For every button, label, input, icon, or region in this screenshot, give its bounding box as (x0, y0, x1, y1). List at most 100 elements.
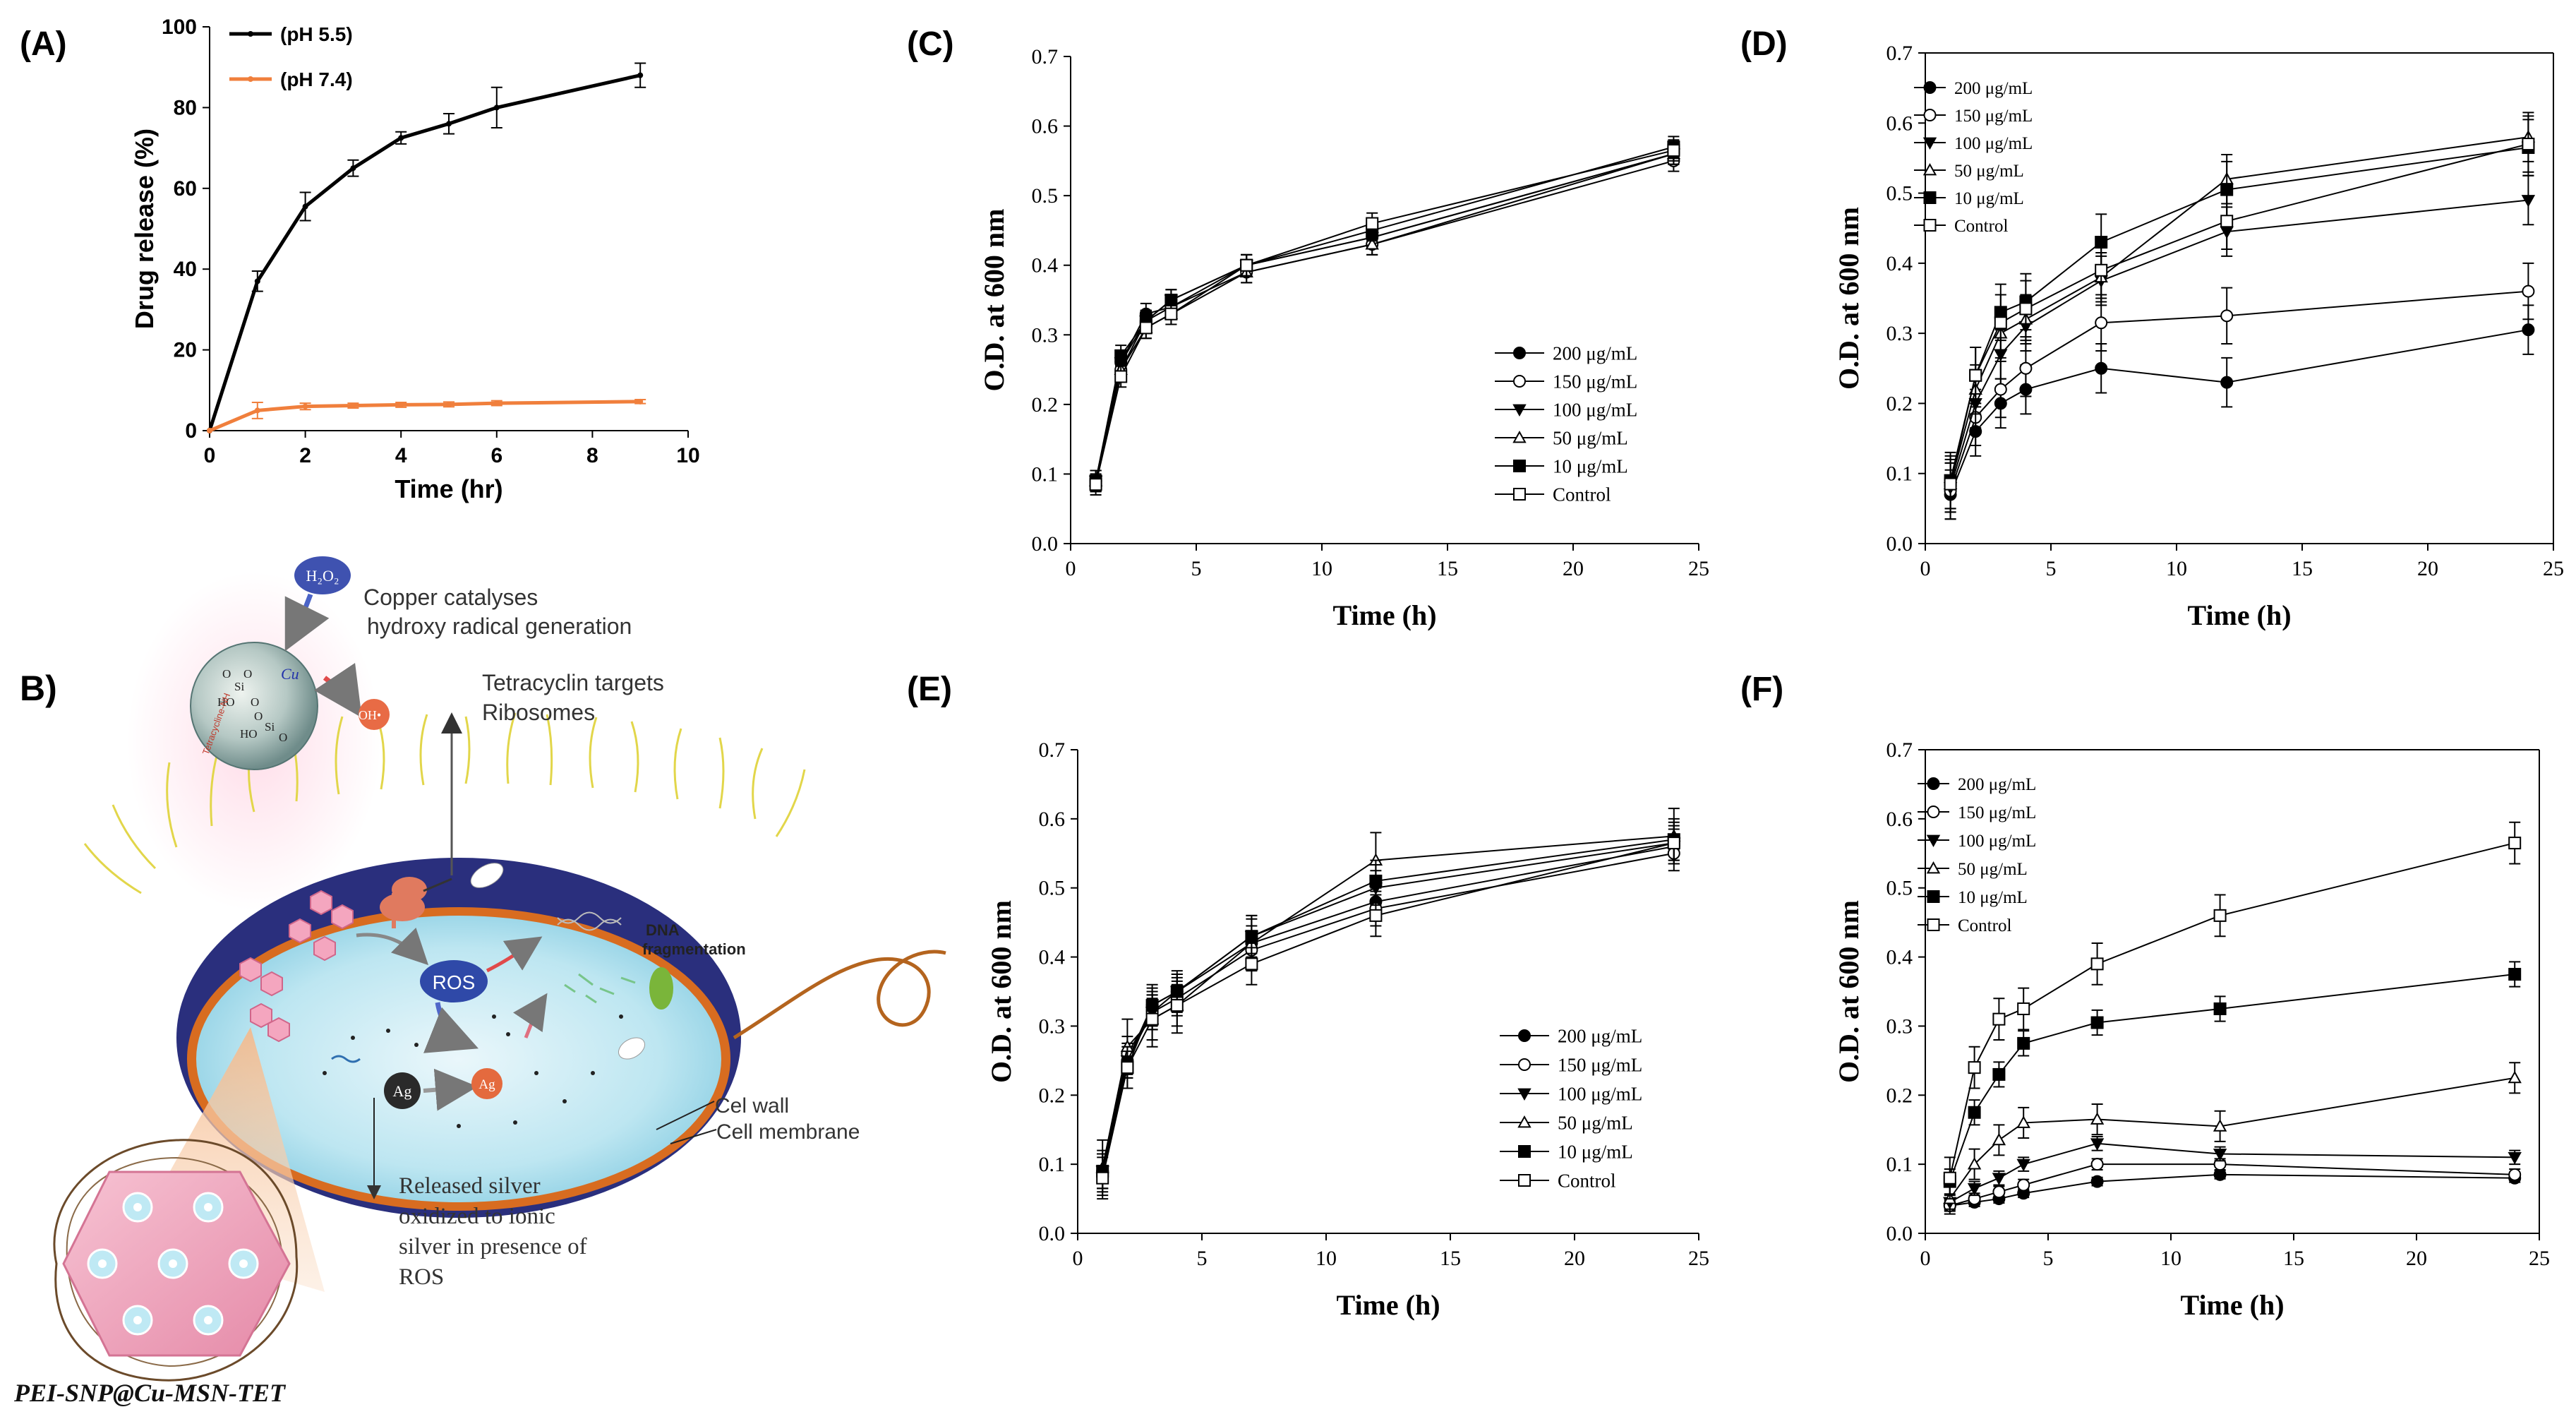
legend-label: 100 μg/mL (1958, 832, 2036, 851)
legend-marker (1923, 81, 1937, 94)
x-tick-label: 4 (395, 444, 407, 467)
data-point (2220, 215, 2234, 228)
panel-f-chart: (F) 0 5 10 15 20 25 0.0 0.1 0.2 0.3 0.4 0.5 0.6 0.7 Tim… (1740, 671, 2550, 1321)
y-tick-label: 100 (162, 16, 197, 39)
series-line (1949, 1163, 2515, 1207)
legend-marker (1923, 191, 1937, 204)
series-line (1949, 1142, 2515, 1203)
y-tick-label: 0.3 (1032, 323, 1059, 347)
data-point (302, 403, 308, 409)
data-point (1967, 1157, 1982, 1170)
released-text-4: ROS (399, 1264, 444, 1290)
data-point (2213, 909, 2227, 922)
y-tick-label: 0.0 (1032, 532, 1059, 556)
y-tick-label: 0.0 (1039, 1222, 1066, 1245)
oh-label: OH• (359, 708, 381, 722)
legend-marker (1513, 347, 1526, 359)
ros-label: ROS (433, 971, 476, 993)
data-point (1170, 999, 1184, 1012)
cell-membrane-label: Cell membrane (716, 1120, 860, 1144)
x-tick-label: 10 (2166, 557, 2187, 580)
data-point (2016, 1158, 2030, 1172)
data-point (2508, 1168, 2522, 1181)
legend-marker (248, 31, 253, 37)
svg-text:O: O (243, 667, 252, 681)
legend-marker (1518, 1145, 1531, 1158)
ag-dark-label: Ag (393, 1082, 412, 1100)
data-point (2019, 361, 2033, 375)
y-tick-label: 0.7 (1039, 738, 1066, 762)
data-point (1240, 258, 1253, 272)
series-line (1949, 974, 2515, 1182)
y-tick-label: 0.7 (1886, 738, 1913, 762)
ion-dots (323, 1014, 623, 1128)
released-text-3: silver in presence of (399, 1234, 587, 1259)
data-point (302, 203, 308, 210)
released-text-2: oxidized to ionic (399, 1204, 555, 1229)
legend-label: 50 μg/mL (1553, 427, 1628, 448)
x-tick-label: 0 (1920, 1247, 1931, 1270)
series-line (1949, 147, 2529, 481)
series-line (207, 73, 641, 431)
cell-wall-label: Cel wall (715, 1094, 789, 1118)
data-point (2213, 1119, 2227, 1132)
legend-marker (1513, 460, 1526, 472)
x-tick-label: 5 (1197, 1247, 1208, 1270)
data-point (1992, 1012, 2006, 1026)
legend-marker (1926, 834, 1941, 848)
x-tick-label: 5 (1191, 557, 1202, 580)
dna-text-2: fragmentation (642, 940, 746, 958)
data-point (1121, 1061, 1134, 1074)
legend-marker (1927, 890, 1940, 903)
x-tick-label: 15 (1440, 1247, 1461, 1270)
x-tick-label: 0 (1920, 557, 1931, 580)
x-axis-label: Time (h) (1332, 599, 1436, 631)
ros-bubble (420, 960, 488, 1002)
legend-label: Control (1954, 217, 2008, 236)
series-line (1949, 143, 2529, 484)
legend-label: 100 μg/mL (1553, 399, 1637, 420)
legend-label: (pH 7.4) (280, 68, 353, 90)
y-tick-label: 0.2 (1032, 393, 1059, 417)
data-point (2016, 1115, 2030, 1128)
y-tick-label: 40 (174, 258, 197, 281)
data-point (1245, 930, 1258, 943)
y-tick-label: 0 (185, 419, 197, 443)
panel-b-label: B) (20, 669, 57, 708)
legend-label: 100 μg/mL (1954, 134, 2033, 153)
tetracyclin-text-2: Ribosomes (482, 700, 595, 725)
data-point (2522, 285, 2535, 298)
ribosome (380, 877, 427, 928)
data-point (350, 402, 356, 409)
data-point (1968, 1106, 1981, 1119)
data-point (2220, 309, 2234, 323)
zoomed-msn-particle (53, 1139, 299, 1382)
y-tick-label: 0.3 (1886, 1014, 1913, 1038)
series-line (1949, 290, 2529, 491)
flagellum (733, 950, 946, 1040)
x-tick-label: 5 (2043, 1247, 2054, 1270)
y-tick-label: 20 (174, 339, 197, 362)
legend-label: Control (1958, 916, 2011, 935)
legend-label: 50 μg/mL (1558, 1112, 1633, 1133)
legend-marker (1513, 488, 1526, 501)
legend-label: 150 μg/mL (1553, 371, 1637, 392)
y-axis-label: O.D. at 600 nm (1833, 900, 1865, 1083)
legend-marker (1927, 777, 1940, 790)
ag-ion (471, 1068, 502, 1099)
series-line (209, 400, 641, 433)
released-text-1: Released silver (399, 1173, 541, 1199)
data-point (2090, 1138, 2105, 1151)
legend-marker (1512, 430, 1527, 443)
legend-marker (1923, 109, 1937, 121)
x-tick-label: 10 (1311, 557, 1332, 580)
panel-label: (F) (1740, 671, 1783, 708)
y-tick-label: 0.6 (1886, 112, 1913, 135)
legend-label: 200 μg/mL (1954, 79, 2033, 98)
data-point (1365, 237, 1379, 250)
data-point (2213, 1168, 2227, 1181)
data-point (493, 104, 500, 111)
y-tick-label: 0.4 (1039, 946, 1066, 969)
